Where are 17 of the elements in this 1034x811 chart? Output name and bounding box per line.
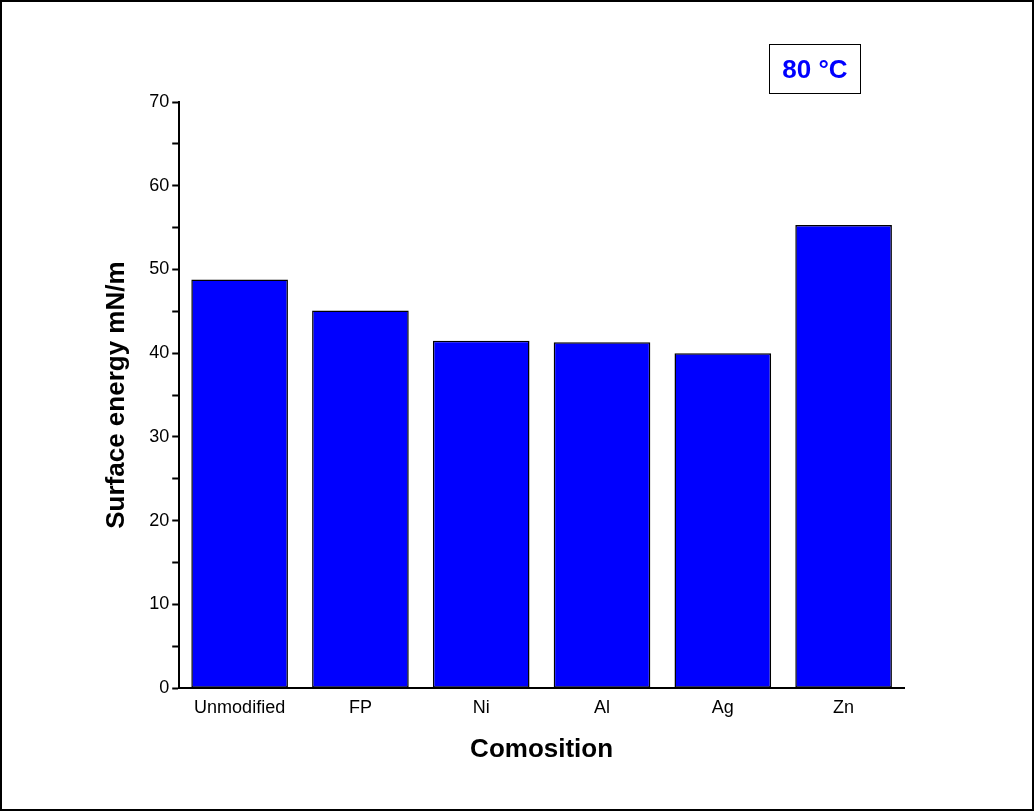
x-tick-label: Zn bbox=[833, 696, 855, 717]
x-tick-label: Ni bbox=[472, 696, 490, 717]
y-tick-label: 40 bbox=[149, 342, 170, 363]
y-axis-title: Surface energy mN/m bbox=[99, 261, 130, 529]
y-tick-label: 20 bbox=[149, 509, 170, 530]
y-tick-label: 60 bbox=[149, 174, 170, 195]
y-tick-label: 0 bbox=[159, 677, 170, 698]
x-tick-label: FP bbox=[348, 696, 372, 717]
x-tick-label: Al bbox=[594, 696, 611, 717]
x-axis-title: Comosition bbox=[470, 732, 614, 763]
y-tick-label: 10 bbox=[149, 593, 170, 614]
y-tick-label: 50 bbox=[149, 258, 170, 279]
y-tick-label: 70 bbox=[149, 90, 170, 111]
text: 80 °C bbox=[769, 44, 861, 94]
x-tick-label: Unmodified bbox=[194, 696, 286, 717]
y-tick-label: 30 bbox=[149, 425, 170, 446]
x-tick-label: Ag bbox=[711, 696, 734, 717]
